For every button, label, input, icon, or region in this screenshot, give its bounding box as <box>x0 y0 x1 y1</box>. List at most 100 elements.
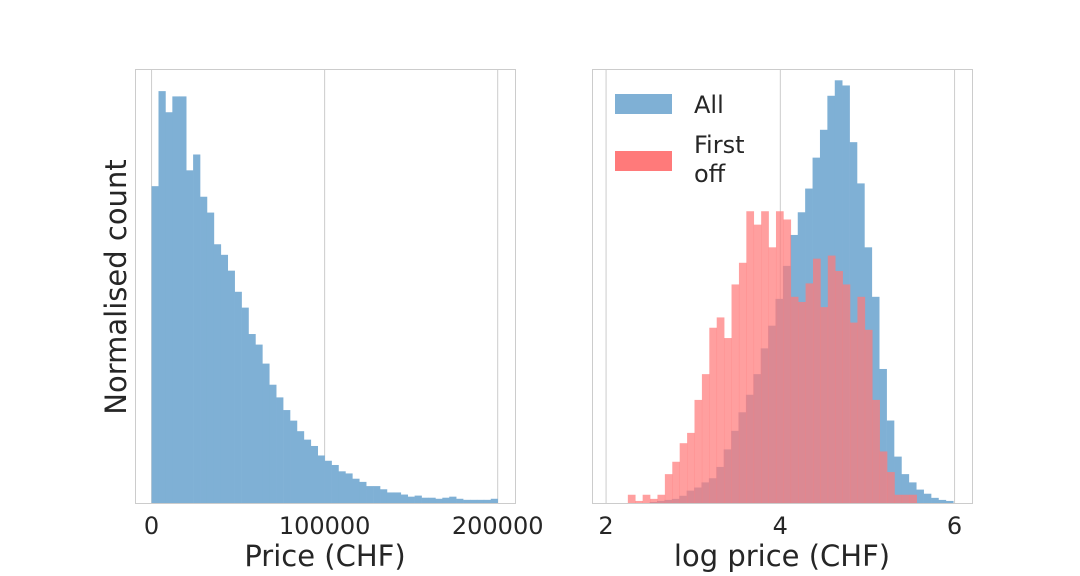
left-histogram-bar <box>186 170 194 503</box>
legend-label-all: All <box>694 91 724 119</box>
left-histogram-bar <box>380 489 388 503</box>
right-bars-first-off <box>627 211 917 503</box>
left-histogram-bar <box>290 420 298 503</box>
right-histogram-bar-first-off <box>731 284 740 503</box>
left-histogram-bar <box>172 96 180 503</box>
left-histogram-bar <box>373 486 381 503</box>
right-histogram-bar-all <box>879 368 887 503</box>
left-histogram-bar <box>331 464 339 503</box>
left-histogram-bar <box>483 499 492 503</box>
left-histogram-bar <box>324 460 332 503</box>
legend-label-first-line2: off <box>694 160 726 188</box>
legend-swatch-all <box>615 94 672 114</box>
left-histogram-bar <box>366 486 374 503</box>
right-histogram-bar-first-off <box>879 451 888 503</box>
left-histogram-bar <box>345 473 353 503</box>
right-histogram-bar-all <box>931 497 939 503</box>
right-histogram-bar-first-off <box>798 301 806 503</box>
left-histogram-bar <box>428 497 436 503</box>
left-histogram-bar <box>200 196 208 504</box>
left-x-tick-label: 200000 <box>452 512 544 540</box>
left-plot-frame <box>135 69 516 504</box>
legend: All First off <box>615 91 752 188</box>
right-histogram-bar-first-off <box>650 498 658 503</box>
right-histogram-bar-first-off <box>864 329 873 503</box>
left-histogram-bar <box>213 244 222 503</box>
right-histogram-bar-first-off <box>783 219 792 503</box>
right-histogram-bar-all <box>901 474 910 503</box>
left-histogram-bar <box>476 499 485 503</box>
legend-label-first: First off <box>694 131 752 188</box>
left-histogram-bar <box>352 478 360 503</box>
right-x-tick-label: 4 <box>773 512 788 540</box>
left-histogram-bar <box>241 307 249 503</box>
right-histogram-bar-first-off <box>805 283 814 503</box>
left-histogram-bar <box>255 344 263 503</box>
right-histogram-bar-all <box>849 142 858 503</box>
right-histogram-bar-first-off <box>775 211 784 503</box>
right-histogram-bar-first-off <box>872 399 880 503</box>
right-histogram-bar-all <box>908 482 917 503</box>
left-histogram-bar <box>220 254 229 503</box>
right-histogram-bar-first-off <box>768 247 777 503</box>
right-histogram-bar-first-off <box>664 474 673 503</box>
right-histogram-bar-first-off <box>790 296 799 503</box>
right-histogram-bar-first-off <box>827 255 836 503</box>
right-histogram-bar-first-off <box>857 296 866 503</box>
right-histogram-bar-all <box>894 456 902 503</box>
right-histogram-bar-first-off <box>738 262 747 503</box>
right-histogram-bar-first-off <box>909 494 917 503</box>
right-histogram-bar-first-off <box>701 374 710 503</box>
right-histogram-bar-all <box>945 500 954 503</box>
left-histogram-bar <box>165 112 173 504</box>
right-histogram-bar-first-off <box>894 494 903 503</box>
legend-label-first-line1: First <box>694 131 745 159</box>
right-histogram-bar-first-off <box>842 284 851 503</box>
right-histogram-bar-first-off <box>812 258 821 503</box>
right-histogram-bar-first-off <box>709 327 718 503</box>
left-histogram-bar <box>227 270 235 503</box>
left-histogram-bar <box>421 497 429 503</box>
right-x-axis-label: log price (CHF) <box>674 539 890 573</box>
left-x-tick-label: 0 <box>144 512 159 540</box>
left-histogram-bar <box>338 471 346 503</box>
left-histogram-bar <box>317 455 325 503</box>
left-histogram-bar <box>151 186 159 504</box>
left-histogram-bar <box>463 499 471 503</box>
right-histogram-bar-first-off <box>627 494 636 503</box>
left-x-ticks: 0 100000 200000 <box>144 512 544 540</box>
right-histogram-bar-first-off <box>761 211 769 503</box>
left-histogram-bar <box>400 494 409 503</box>
right-histogram-bar-all <box>938 499 947 503</box>
left-histogram-bar <box>359 481 367 503</box>
right-chart: 2 4 6 log price (CHF) All First off <box>592 69 973 573</box>
left-histogram-bar <box>262 363 270 503</box>
right-histogram-bar-first-off <box>746 211 755 503</box>
left-histogram-bar <box>407 496 415 503</box>
left-histogram-bar <box>296 431 305 503</box>
left-histogram-bar <box>414 495 422 503</box>
left-histogram-bar <box>393 492 402 503</box>
left-histogram-bar <box>490 498 498 503</box>
right-histogram-bar-all <box>923 493 932 503</box>
right-histogram-bar-first-off <box>901 494 910 503</box>
right-histogram-bar-first-off <box>687 432 695 503</box>
right-plot-frame <box>592 69 973 504</box>
right-histogram-bar-first-off <box>716 317 725 503</box>
left-histogram-bar <box>470 499 478 503</box>
right-x-ticks: 2 4 6 <box>598 512 962 540</box>
left-histogram-bar <box>456 498 464 503</box>
right-histogram-bar-first-off <box>642 494 651 503</box>
left-histogram-bar <box>193 154 201 504</box>
right-histogram-bar-all <box>916 489 924 503</box>
left-histogram-bar <box>386 492 395 503</box>
left-histogram-bar <box>283 410 291 503</box>
right-histogram-bar-first-off <box>887 472 895 503</box>
left-histogram-bar <box>303 439 312 503</box>
left-bars <box>151 91 498 504</box>
left-histogram-bar <box>449 496 457 503</box>
right-histogram-bar-first-off <box>724 338 732 503</box>
left-histogram-bar <box>442 497 450 503</box>
right-histogram-bar-first-off <box>753 224 762 503</box>
